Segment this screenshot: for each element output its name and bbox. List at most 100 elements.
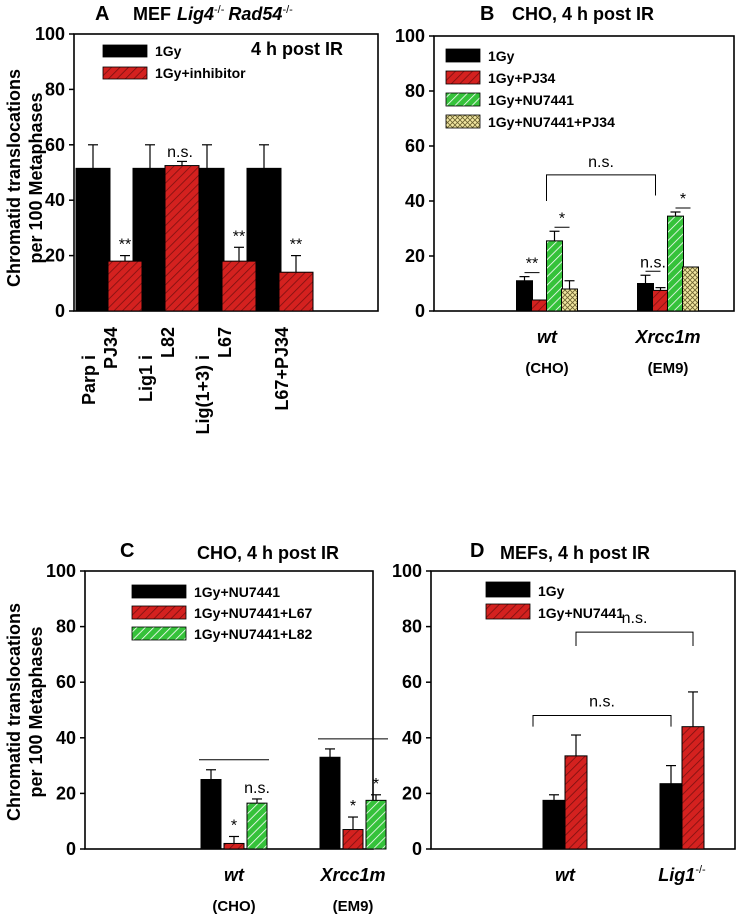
- bar: [681, 726, 705, 850]
- category-label: L67+PJ34: [272, 327, 292, 411]
- legend-label: 1Gy+inhibitor: [155, 65, 246, 81]
- legend-label: 1Gy: [155, 43, 182, 59]
- bar: [542, 799, 566, 850]
- panel-a: A MEF Lig4-/- Rad54-/- 4 h post IR 0 20 40 60…: [35, 3, 379, 435]
- y-axis-label-bottom: Chromatid translocations per 100 Metaphas…: [4, 603, 46, 821]
- y-tick-label: 20: [402, 783, 422, 803]
- y-tick-label: 100: [35, 24, 65, 44]
- y-tick-label: 60: [402, 672, 422, 692]
- category-label: Xrcc1m: [634, 327, 700, 347]
- y-tick-label: 100: [395, 26, 425, 46]
- significance-label: n.s.: [589, 694, 615, 711]
- y-tick-label: 60: [45, 135, 65, 155]
- bar: [637, 283, 654, 312]
- category-sublabel: (CHO): [212, 898, 255, 915]
- category-sublabel: Lig1 i: [136, 355, 156, 402]
- panel-label: B: [480, 3, 494, 25]
- panel-label: D: [470, 540, 484, 562]
- bar: [564, 755, 588, 850]
- legend-swatch: [131, 626, 187, 641]
- legend-swatch: [102, 44, 148, 58]
- y-tick-label: 80: [405, 81, 425, 101]
- bar: [561, 288, 578, 312]
- category-label: PJ34: [101, 327, 121, 369]
- category-label: L82: [158, 327, 178, 358]
- significance-label: *: [350, 798, 356, 815]
- y-tick-label: 80: [402, 617, 422, 637]
- legend-label: 1Gy: [538, 583, 565, 599]
- bar: [221, 260, 257, 312]
- panel-title: MEFs, 4 h post IR: [500, 543, 650, 563]
- legend-swatch: [131, 584, 187, 599]
- y-tick-label: 40: [402, 728, 422, 748]
- legend-label: 1Gy+NU7441: [194, 584, 280, 600]
- plot-frame: [433, 35, 735, 312]
- y-tick-label: 20: [45, 246, 65, 266]
- significance-bracket: [546, 174, 656, 201]
- y-tick-label: 0: [55, 301, 65, 321]
- bar: [667, 215, 684, 312]
- bar: [659, 783, 683, 850]
- significance-label: n.s.: [167, 144, 193, 161]
- y-tick-label: 40: [405, 191, 425, 211]
- significance-bracket: [575, 631, 694, 647]
- significance-label: *: [231, 817, 237, 834]
- panel-title: MEF Lig4-/- Rad54-/-: [133, 4, 293, 24]
- significance-label: **: [233, 228, 245, 245]
- y-tick-label: 20: [56, 783, 76, 803]
- bar: [223, 842, 245, 850]
- bar: [652, 289, 669, 312]
- bar: [682, 266, 699, 312]
- category-label: Xrcc1m: [319, 865, 385, 885]
- legend-swatch: [445, 114, 481, 129]
- category-label: wt: [537, 327, 558, 347]
- panel-title: CHO, 4 h post IR: [197, 543, 339, 563]
- category-sublabel: (EM9): [333, 898, 374, 915]
- legend-label: 1Gy+NU7441+L82: [194, 626, 313, 642]
- category-label: L67: [215, 327, 235, 358]
- category-label: Lig1-/-: [658, 864, 706, 885]
- legend-swatch: [485, 581, 531, 598]
- legend-label: 1Gy+PJ34: [488, 70, 556, 86]
- y-tick-label: 0: [66, 839, 76, 859]
- y-axis-label-top: Chromatid translocations per 100 Metaphas…: [4, 69, 46, 287]
- bar: [319, 756, 341, 850]
- legend-label: 1Gy+NU7441+PJ34: [488, 114, 615, 130]
- y-tick-label: 60: [405, 136, 425, 156]
- legend-swatch: [445, 70, 481, 85]
- category-sublabel: Parp i: [79, 355, 99, 405]
- legend-label: 1Gy: [488, 48, 515, 64]
- significance-label: **: [119, 237, 131, 254]
- category-sublabel: (CHO): [525, 360, 568, 377]
- bar: [75, 167, 111, 312]
- post-ir-label: 4 h post IR: [251, 39, 343, 59]
- y-tick-label: 0: [415, 301, 425, 321]
- significance-label: n.s.: [622, 610, 648, 627]
- category-sublabel: (EM9): [648, 360, 689, 377]
- legend-swatch: [102, 66, 148, 80]
- bar: [531, 299, 548, 312]
- bar: [200, 779, 222, 850]
- panel-label: A: [95, 3, 109, 25]
- bar: [164, 165, 200, 312]
- y-tick-label: 20: [405, 246, 425, 266]
- y-tick-label: 40: [56, 728, 76, 748]
- significance-label: **: [290, 237, 302, 254]
- panel-label: C: [120, 540, 134, 562]
- y-tick-label: 40: [45, 190, 65, 210]
- bar: [546, 240, 563, 312]
- significance-label: n.s.: [244, 780, 270, 797]
- y-tick-label: 100: [46, 561, 76, 581]
- bar: [342, 829, 364, 850]
- y-tick-label: 100: [392, 561, 422, 581]
- significance-bracket: [532, 715, 672, 727]
- y-tick-label: 80: [45, 79, 65, 99]
- significance-label: **: [526, 256, 538, 273]
- panel-c: C CHO, 4 h post IR 0 20 40 60 80 100 1Gy+NU744…: [46, 540, 388, 915]
- y-tick-label: 60: [56, 672, 76, 692]
- bar: [278, 271, 314, 312]
- category-sublabel: Lig(1+3) i: [193, 355, 213, 435]
- bar: [516, 280, 533, 312]
- legend-swatch: [131, 605, 187, 620]
